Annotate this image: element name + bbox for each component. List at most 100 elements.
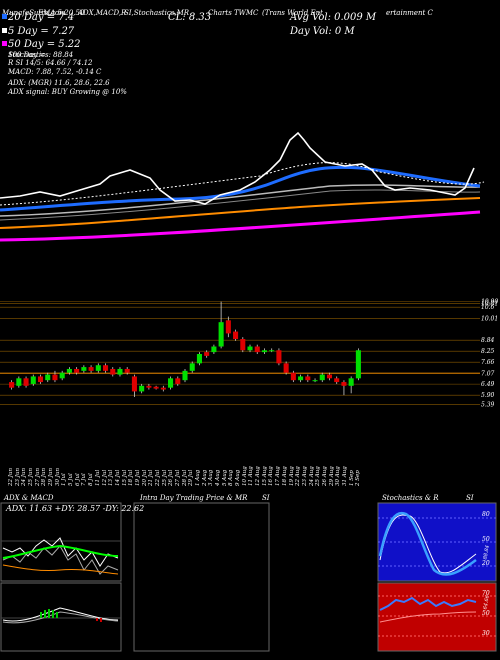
candle-down (153, 386, 159, 389)
price-label: 5.90 (481, 392, 495, 399)
candle-down (240, 339, 246, 351)
price-label: 5.39 (481, 402, 495, 409)
indicator-list-adx: ADX,MACD,R (78, 9, 127, 17)
adx-panel-title: ADX & MACD (4, 494, 54, 502)
candle-up (139, 385, 145, 392)
rsi-label-30: 30 (482, 630, 490, 637)
ema50-value: 50 Day = 5.22 (8, 39, 81, 50)
candle-up (117, 368, 123, 375)
candle-up (355, 350, 361, 379)
candle-down (124, 368, 130, 373)
candle-up (312, 380, 318, 382)
ema-grey2-line (0, 189, 481, 221)
candle-down (334, 378, 340, 383)
price-label: 10.81 (481, 300, 498, 307)
ema5-value: 5 Day = 7.27 (8, 26, 75, 37)
ema-dotted-line (0, 162, 485, 206)
candle-down (37, 376, 44, 383)
candle-down (131, 376, 137, 392)
candle-down (305, 376, 311, 381)
candle-down (204, 352, 210, 356)
candle-up (45, 374, 51, 381)
ema-grey-line (0, 184, 481, 217)
ema-chart (0, 131, 485, 242)
site-brand: MunafaSutra.com (2, 9, 66, 17)
ema50-line (0, 197, 481, 229)
company-name-a: (Trans World Ent (262, 9, 323, 17)
intraday-panel-title: Intra Day Trading Price & MR (140, 494, 248, 502)
adx-orange-line (2, 564, 119, 575)
ema100-line (0, 210, 481, 242)
candle-down (326, 374, 333, 379)
rsi-panel (377, 582, 497, 652)
day-volume: Day Vol: 0 M (290, 26, 355, 37)
rsi-label-50: 50 (482, 610, 490, 617)
ema5-line (0, 131, 475, 205)
rsi-label-70: 70 (482, 590, 490, 597)
stoch-label-20: 20 (482, 560, 490, 567)
adx-value-line: ADX: (MGR) 11.6, 28.6, 22.6 (8, 79, 110, 87)
price-label: 10.90 (481, 299, 498, 306)
ema20-line (0, 165, 481, 212)
macd-value: MACD: 7.88, 7.52, -0.14 C (8, 68, 102, 76)
candle-up (196, 354, 202, 364)
price-label: 7.66 (481, 359, 495, 366)
candle-up (81, 367, 87, 371)
candle-up (218, 322, 224, 347)
candle-down (9, 382, 15, 388)
candles-group (9, 301, 361, 398)
candle-up (211, 346, 217, 353)
candle-up (348, 378, 354, 386)
adx-green-line (2, 544, 119, 559)
ema100-value: 100 Day = (8, 51, 46, 59)
price-label: 6.49 (481, 381, 495, 388)
adx-signal-line: ADX signal: BUY Growing @ 10% (8, 88, 127, 96)
candle-up (66, 368, 72, 373)
adx-panel (0, 502, 122, 582)
ema20-value: 20 Day = 7.4 (8, 12, 75, 23)
candle-down (160, 387, 166, 390)
candle-up (16, 378, 22, 386)
macd-histogram (40, 609, 102, 622)
price-label: 10.6 (481, 304, 495, 311)
rsi-mr-line (379, 611, 477, 623)
macd-panel (0, 582, 122, 652)
stoch-d-line (379, 514, 477, 574)
stoch-panel-title: Stochastics & R (382, 494, 439, 502)
stoch-label-80: 80 (482, 511, 490, 518)
price-label: 7.07 (481, 370, 495, 377)
rsi-line (379, 596, 477, 611)
stoch-k-line (378, 511, 477, 576)
candle-down (341, 382, 347, 386)
candle-up (168, 378, 174, 388)
candle-down (290, 372, 296, 381)
candle-up (95, 365, 101, 371)
candle-down (103, 365, 109, 371)
close-price: CL: 8.33 (168, 12, 212, 23)
candle-up (319, 374, 325, 381)
intraday-panel (133, 502, 270, 652)
candle-up (30, 376, 36, 384)
adx-white-line (2, 537, 119, 567)
candle-down (175, 378, 181, 384)
candle-down (283, 363, 289, 373)
candle-down (146, 385, 152, 388)
price-label: 10.01 (481, 315, 498, 322)
candle-up (298, 376, 304, 381)
candle-down (276, 350, 282, 364)
price-label: 8.25 (481, 348, 495, 355)
candle-down (233, 331, 239, 340)
candle-down (110, 368, 116, 375)
candle-up (247, 346, 253, 351)
stoch-label-50: 50 (482, 536, 490, 543)
candle-up (269, 350, 275, 352)
candle-down (74, 368, 80, 373)
indicator-list-ema: EMA 5,20,50 (38, 9, 85, 17)
price-label: 8.84 (481, 337, 495, 344)
candle-up (261, 350, 267, 353)
adx-values-text: ADX: 11.63 +DY: 28.57 -DY: 22.62 (6, 504, 145, 513)
intraday-panel-title-b: SI (262, 494, 270, 502)
